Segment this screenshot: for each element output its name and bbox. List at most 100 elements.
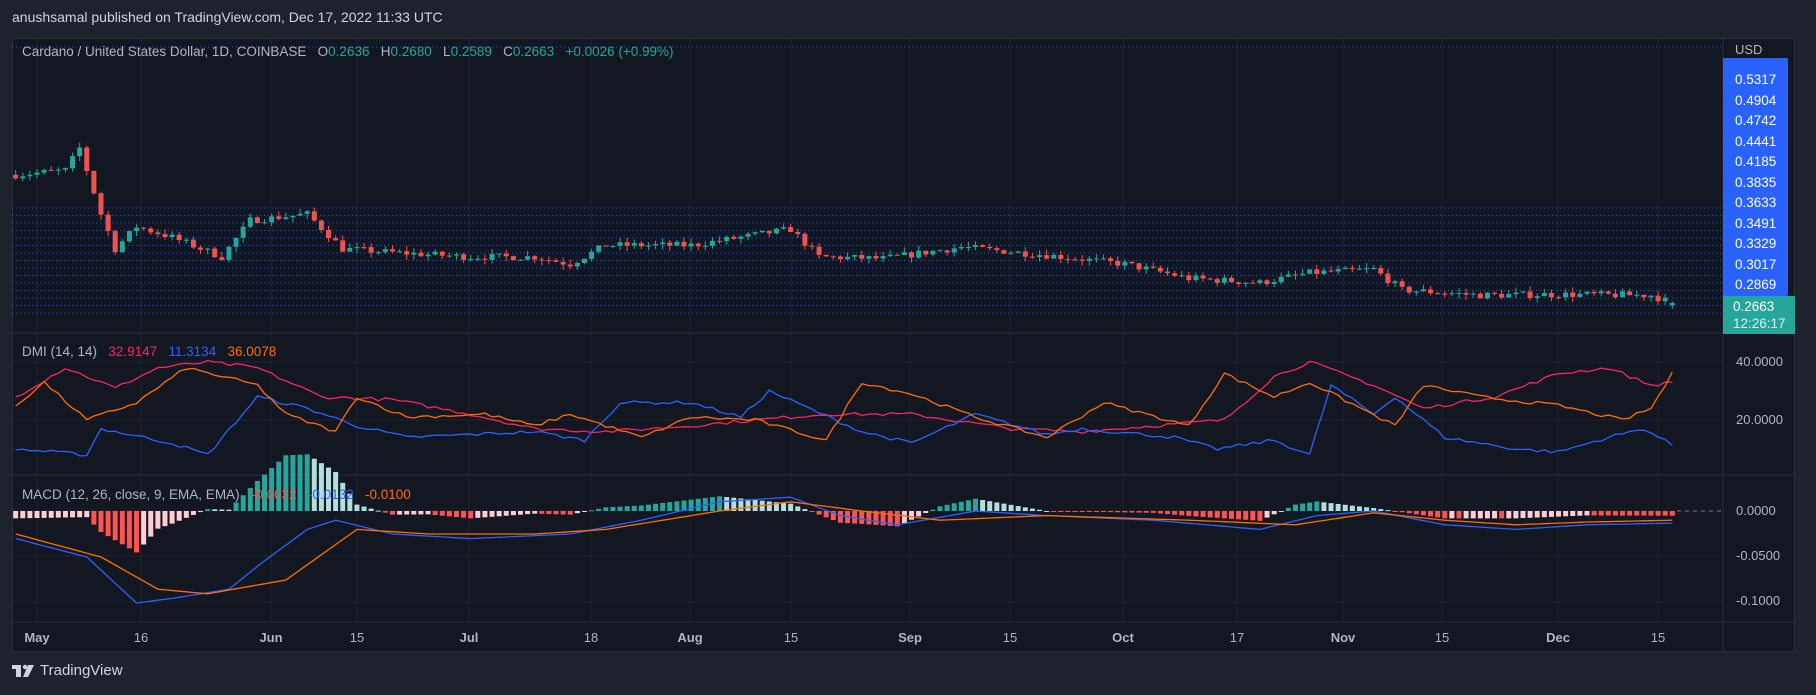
macd-histogram-bar <box>773 502 779 511</box>
macd-histogram-bar <box>496 511 502 517</box>
macd-histogram-bar <box>937 506 943 511</box>
candle-body <box>347 248 353 252</box>
macd-histogram-bar <box>198 511 204 513</box>
currency-label[interactable]: USD <box>1735 42 1763 57</box>
candle-body <box>183 239 189 241</box>
macd-histogram-bar <box>951 503 957 511</box>
candle-body <box>645 245 651 247</box>
time-axis-label: 15 <box>1002 630 1018 645</box>
macd-histogram-bar <box>788 503 794 511</box>
candle-body <box>866 256 872 259</box>
candle-body <box>1669 303 1675 306</box>
chart-frame[interactable] <box>12 38 1795 652</box>
macd-histogram-bar <box>1257 511 1263 521</box>
macd-histogram-bar <box>1200 511 1206 517</box>
tradingview-logo[interactable]: TradingView <box>12 662 123 679</box>
candle-body <box>1563 292 1569 298</box>
candle-body <box>1492 292 1498 294</box>
candle-body <box>1164 271 1170 274</box>
candle-body <box>1420 289 1426 292</box>
macd-histogram-bar <box>354 504 360 511</box>
macd-histogram-bar <box>766 501 772 511</box>
candle-body <box>439 251 445 256</box>
macd-histogram-bar <box>1136 511 1142 513</box>
macd-histogram-bar <box>155 511 161 529</box>
macd-signal-line <box>15 501 1673 595</box>
macd-histogram-bar <box>1250 511 1256 521</box>
candle-body <box>489 253 495 260</box>
time-axis-label: 17 <box>1229 630 1245 645</box>
macd-histogram-bar <box>84 511 90 518</box>
candle-body <box>1662 297 1668 302</box>
macd-histogram-bar <box>1307 502 1313 511</box>
price-labels-block: 0.5317 0.4904 0.4742 0.4441 0.4185 0.3835 0.36… <box>1723 58 1788 296</box>
macd-histogram-bar <box>119 511 125 545</box>
candle-body <box>453 254 459 256</box>
candle-body <box>27 174 33 177</box>
price-level-label: 0.3329 <box>1735 236 1777 251</box>
macd-histogram-bar <box>745 499 751 511</box>
candle-body <box>937 250 943 252</box>
macd-histogram-bar <box>539 511 545 514</box>
macd-histogram-bar <box>1143 511 1149 513</box>
candle-body <box>1442 293 1448 295</box>
candle-body <box>930 250 936 255</box>
candle-body <box>34 172 40 175</box>
macd-histogram-bar <box>134 511 140 553</box>
macd-histogram-bar <box>1556 511 1562 517</box>
macd-histogram-value: -0.0032 <box>250 487 297 502</box>
macd-histogram-bar <box>91 511 97 525</box>
macd-histogram-bar <box>1435 511 1441 518</box>
macd-histogram-bar <box>1662 511 1668 516</box>
candle-body <box>13 174 19 179</box>
macd-histogram-bar <box>1470 511 1476 519</box>
candle-body <box>1300 273 1306 275</box>
chart-canvas[interactable] <box>12 38 1795 652</box>
macd-histogram-bar <box>1570 511 1576 517</box>
candle-body <box>1072 259 1078 261</box>
candle-body <box>219 257 225 260</box>
dmi-adx-value: 36.0078 <box>227 344 277 359</box>
candle-body <box>823 254 829 257</box>
time-axis-label: Jun <box>259 630 283 645</box>
candle-body <box>1328 270 1334 272</box>
candle-body <box>1591 291 1597 294</box>
macd-histogram-bar <box>560 511 566 515</box>
grid-lines <box>12 38 1795 652</box>
candle-body <box>1044 255 1050 259</box>
candle-body <box>951 248 957 253</box>
macd-histogram-bar <box>1492 511 1498 519</box>
candle-body <box>973 245 979 247</box>
macd-histogram-bar <box>617 506 623 511</box>
candle-body <box>290 215 296 218</box>
macd-histogram-bar <box>724 497 730 511</box>
macd-histogram-bar <box>361 506 367 511</box>
macd-histogram-bar <box>1506 511 1512 519</box>
candle-body <box>262 222 268 224</box>
price-level-label: 0.3633 <box>1735 195 1777 210</box>
candle-body <box>461 254 467 260</box>
candle-body <box>283 217 289 220</box>
price-level-label: 0.4904 <box>1735 92 1777 108</box>
time-axis-label: 15 <box>349 630 365 645</box>
high-label: H <box>380 44 391 59</box>
macd-histogram-bar <box>326 467 332 511</box>
time-axis-label: 16 <box>133 630 149 645</box>
macd-histogram-bar <box>1079 511 1085 512</box>
macd-histogram-bar <box>418 511 424 515</box>
macd-histogram-bar <box>1264 511 1270 518</box>
macd-histogram-bar <box>176 511 182 521</box>
price-level-label: 0.2869 <box>1735 277 1777 292</box>
candle-body <box>795 231 801 234</box>
candle-body <box>759 230 765 233</box>
candle-body <box>859 254 865 259</box>
macd-histogram-bar <box>13 511 19 519</box>
candle-body <box>226 246 232 260</box>
candle-body <box>1022 251 1028 257</box>
candle-body <box>525 256 531 260</box>
candle-body <box>1342 267 1348 270</box>
price-level-label: 0.4185 <box>1735 154 1777 169</box>
candle-body <box>738 236 744 239</box>
macd-histogram-bar <box>681 500 687 511</box>
macd-histogram-bar <box>1328 503 1334 511</box>
